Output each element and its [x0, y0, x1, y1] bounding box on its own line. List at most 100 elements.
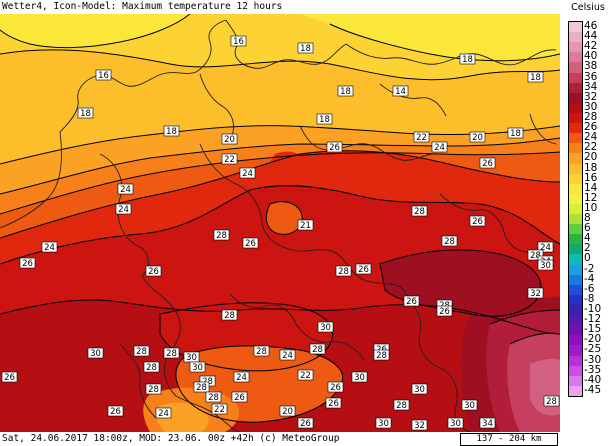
- band-14: [0, 14, 190, 48]
- iso-label: 22: [221, 153, 238, 165]
- iso-label: 28: [145, 383, 162, 395]
- svg-text:24: 24: [158, 409, 169, 419]
- svg-text:28: 28: [338, 267, 349, 277]
- iso-label: 34: [479, 417, 496, 429]
- svg-text:24: 24: [118, 205, 129, 215]
- iso-label: 32: [411, 419, 428, 431]
- iso-label: 18: [507, 127, 524, 139]
- legend-swatch: [569, 42, 582, 53]
- svg-text:26: 26: [245, 239, 256, 249]
- iso-label: 24: [239, 167, 256, 179]
- isotherm-lines: [0, 14, 560, 423]
- legend-swatch: [569, 183, 582, 195]
- legend-swatch: [569, 385, 582, 397]
- svg-text:30: 30: [192, 363, 203, 373]
- iso-label: 22: [297, 369, 314, 381]
- svg-text:28: 28: [136, 347, 147, 357]
- svg-text:26: 26: [148, 267, 159, 277]
- legend-swatch: [569, 52, 582, 63]
- svg-text:32: 32: [530, 289, 541, 299]
- iso-label: 28: [193, 381, 210, 393]
- svg-text:28: 28: [376, 351, 387, 361]
- legend-swatch: [569, 244, 582, 255]
- svg-text:30: 30: [320, 323, 331, 333]
- svg-text:26: 26: [110, 407, 121, 417]
- iso-label: 21: [297, 219, 314, 231]
- legend-label: 42: [584, 40, 598, 53]
- legend-swatch: [569, 345, 582, 357]
- legend-swatch: [569, 203, 582, 215]
- svg-text:28: 28: [396, 401, 407, 411]
- legend-swatch: [569, 92, 582, 104]
- legend-label: 22: [584, 141, 598, 154]
- iso-label: 26: [327, 381, 344, 393]
- svg-text:30: 30: [378, 419, 389, 429]
- iso-label: 18: [459, 53, 476, 65]
- legend-swatch: [569, 355, 582, 367]
- svg-text:30: 30: [354, 373, 365, 383]
- svg-text:26: 26: [482, 159, 493, 169]
- svg-text:26: 26: [234, 393, 245, 403]
- iso-label: 26: [19, 257, 36, 269]
- iso-label: 24: [155, 407, 172, 419]
- country-borders: [0, 19, 557, 432]
- svg-text:21: 21: [300, 221, 311, 231]
- svg-text:24: 24: [540, 243, 551, 253]
- legend-label: 14: [584, 181, 598, 194]
- svg-text:26: 26: [358, 265, 369, 275]
- legend-swatch: [569, 365, 582, 377]
- svg-text:28: 28: [216, 231, 227, 241]
- svg-text:30: 30: [186, 353, 197, 363]
- legend-label: 44: [584, 30, 598, 43]
- legend-label: -12: [584, 313, 602, 326]
- iso-label: 14: [392, 85, 409, 97]
- iso-label: 20: [279, 405, 296, 417]
- legend-swatch: [569, 72, 582, 84]
- legend-label: 12: [584, 191, 598, 204]
- iso-label: 28: [253, 345, 270, 357]
- band-24-spot: [266, 201, 303, 235]
- svg-text:28: 28: [224, 311, 235, 321]
- legend-label: -40: [584, 373, 602, 386]
- iso-label: 16: [230, 35, 247, 47]
- iso-label: 18: [297, 42, 314, 54]
- svg-text:26: 26: [22, 259, 33, 269]
- svg-text:14: 14: [395, 87, 406, 97]
- legend-swatch: [569, 375, 582, 387]
- iso-label: 18: [337, 85, 354, 97]
- legend-swatch: [569, 102, 582, 114]
- band-14-top-right: [300, 14, 560, 61]
- svg-text:22: 22: [300, 371, 311, 381]
- svg-text:32: 32: [414, 421, 425, 431]
- legend-unit: Celsius: [571, 2, 605, 13]
- svg-text:24: 24: [44, 243, 55, 253]
- iso-label: 28: [133, 345, 150, 357]
- iso-label: 22: [413, 131, 430, 143]
- iso-label: 24: [41, 241, 58, 253]
- band-32: [380, 249, 541, 317]
- legend-label: -30: [584, 353, 602, 366]
- iso-label: 24: [537, 241, 554, 253]
- legend-swatch: [569, 294, 582, 306]
- temperature-map[interactable]: 16 16 18 18 18 18 14 18 18 18 18 20 22 2…: [0, 14, 560, 432]
- svg-text:18: 18: [319, 115, 330, 125]
- legend-label: -15: [584, 323, 602, 336]
- legend-swatch: [569, 274, 582, 286]
- iso-label: 20: [469, 131, 486, 143]
- iso-label: 30: [461, 399, 478, 411]
- legend-label: 6: [584, 222, 591, 235]
- iso-label: 28: [393, 399, 410, 411]
- map-title: Wetter4, Icon-Model: Maximum temperature…: [0, 0, 562, 14]
- svg-text:18: 18: [166, 127, 177, 137]
- svg-text:30: 30: [414, 385, 425, 395]
- legend-label: -25: [584, 343, 602, 356]
- iso-label: 26: [436, 305, 453, 317]
- legend-label: 24: [584, 131, 598, 144]
- legend-label: 26: [584, 121, 598, 134]
- iso-label: 18: [163, 125, 180, 137]
- iso-label: 30: [183, 351, 200, 363]
- color-legend: Celsius 46 44 42 40 38 36 34 32 30 28 26 24 22 20 18 16…: [560, 0, 612, 446]
- iso-label: 28: [143, 361, 160, 373]
- svg-text:34: 34: [482, 419, 493, 429]
- iso-label: 26: [297, 417, 314, 429]
